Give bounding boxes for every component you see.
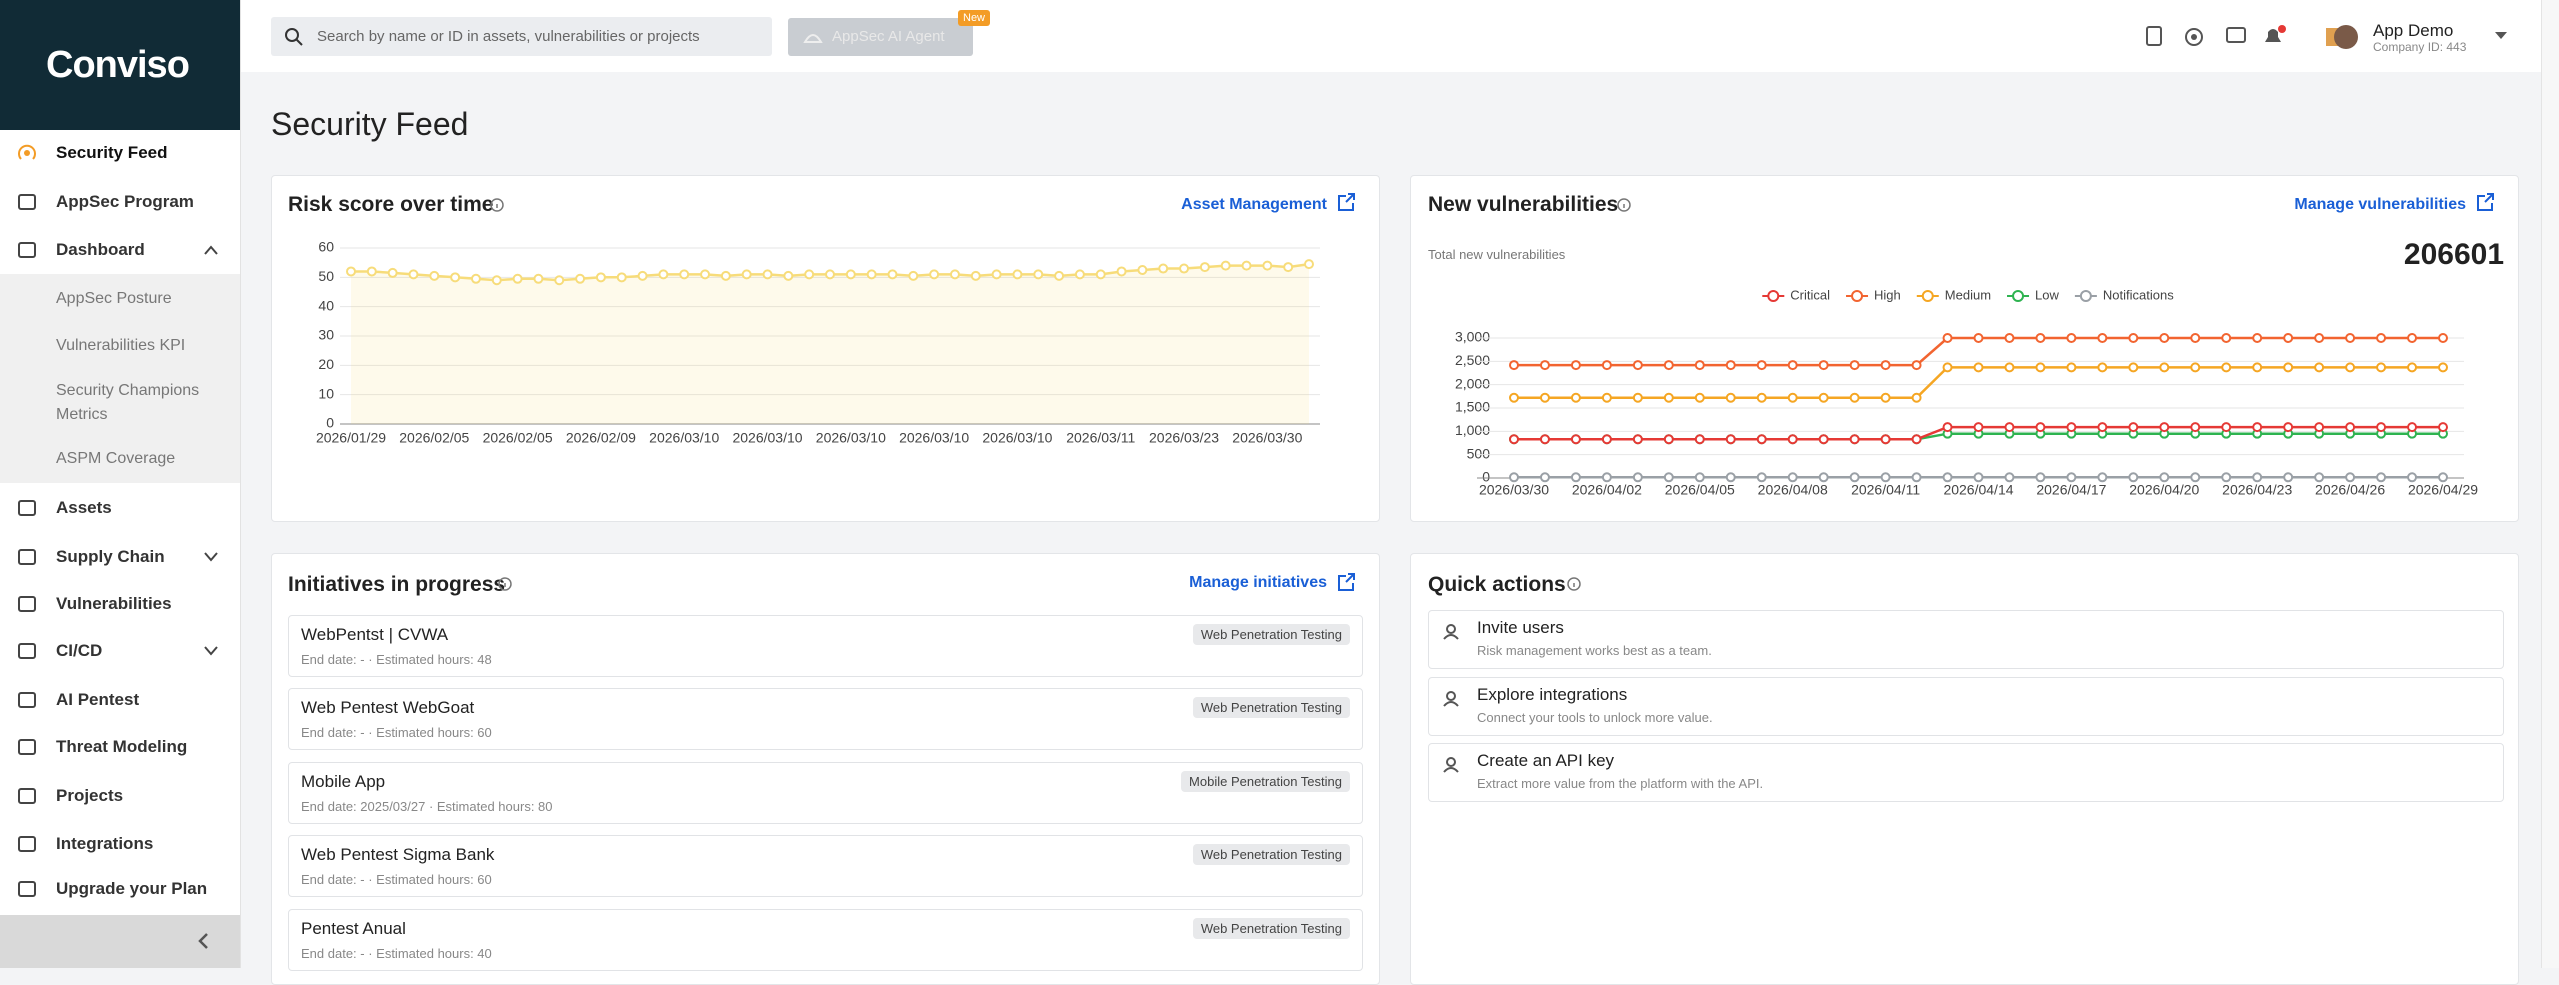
nav-subitem[interactable]: Vulnerabilities KPI <box>56 337 186 354</box>
initiative-name: Mobile App <box>301 771 386 791</box>
nav-subitem[interactable]: AppSec Posture <box>56 290 172 307</box>
nav-chevron[interactable] <box>203 244 219 256</box>
action-desc: Connect your tools to unlock more value. <box>1477 709 1713 725</box>
nav-icon <box>18 596 36 612</box>
search-placeholder: Search by name or ID in assets, vulnerab… <box>317 28 700 45</box>
user-caret[interactable] <box>2494 31 2508 41</box>
initiative-name: Web Pentest WebGoat <box>301 698 475 718</box>
card-link[interactable]: Asset Management <box>1181 196 1327 213</box>
initiative-name: Pentest Anual <box>301 918 406 938</box>
nav-icon <box>18 788 36 804</box>
logo-area: Conviso <box>0 0 240 130</box>
nav-subitem[interactable]: ASPM Coverage <box>56 450 176 467</box>
action-desc: Extract more value from the platform wit… <box>1477 776 1764 791</box>
card-title: Initiatives in progress <box>288 573 506 596</box>
nav-icon <box>18 242 36 258</box>
nav-icon <box>18 643 36 659</box>
nav-item[interactable]: CI/CD <box>56 641 103 660</box>
initiatives-card: Initiatives in progress Manage initiativ… <box>271 553 1380 985</box>
action-title: Invite users <box>1477 618 1564 637</box>
nav-item[interactable]: Assets <box>56 498 112 517</box>
page-title: Security Feed <box>271 106 469 142</box>
nav-icon <box>18 836 36 852</box>
action-row[interactable]: Create an API key Extract more value from… <box>1428 743 2504 802</box>
submenu-bg <box>0 274 240 483</box>
company-id: Company ID: 443 <box>2373 40 2467 54</box>
nav-item[interactable]: Projects <box>56 786 124 805</box>
nav-item[interactable]: AI Pentest <box>56 690 140 709</box>
initiative-row[interactable]: Web Pentest WebGoat End date: - · Estimat… <box>288 688 1363 751</box>
initiative-row[interactable]: WebPentst | CVWA End date: - · Estimated … <box>288 615 1363 677</box>
nav-icon <box>18 144 36 160</box>
action-title: Explore integrations <box>1477 684 1628 704</box>
card-title: Risk score over time <box>288 193 494 216</box>
nav-icon <box>18 881 36 897</box>
nav-subitem[interactable]: Security Champions Metrics <box>56 382 200 423</box>
action-row[interactable]: Invite users Risk management works best a… <box>1428 610 2504 669</box>
total-label: Total new vulnerabilities <box>1428 247 1566 262</box>
sidebar: Conviso Security Feed AppSec Program Dashb… <box>0 0 241 968</box>
initiative-name: Web Pentest Sigma Bank <box>301 845 495 865</box>
nav-item[interactable]: Vulnerabilities <box>56 594 172 613</box>
initiative-row[interactable]: Mobile App End date: 2025/03/27 · Estimat… <box>288 761 1363 824</box>
nav-chevron[interactable] <box>203 551 219 563</box>
search-box[interactable]: Search by name or ID in assets, vulnerab… <box>271 17 772 56</box>
initiative-row[interactable]: Web Pentest Sigma Bank End date: - · Esti… <box>288 835 1363 898</box>
user-name[interactable]: App Demo <box>2373 21 2454 40</box>
nav-item[interactable]: Supply Chain <box>56 547 165 566</box>
initiative-tag: Web Penetration Testing <box>1192 624 1350 645</box>
top-bar: Search by name or ID in assets, vulnerab… <box>241 0 2541 72</box>
nav-item[interactable]: Threat Modeling <box>56 737 188 756</box>
total-value: 206601 <box>2403 238 2504 271</box>
initiative-meta: End date: - · Estimated hours: 60 <box>301 872 492 888</box>
nav-chevron[interactable] <box>203 645 219 657</box>
ai-agent-button[interactable]: AppSec AI Agent <box>788 18 973 56</box>
initiative-meta: End date: - · Estimated hours: 40 <box>301 945 492 961</box>
initiative-tag: Web Penetration Testing <box>1192 917 1350 939</box>
initiative-tag: Mobile Penetration Testing <box>1181 770 1350 792</box>
initiative-tag: Web Penetration Testing <box>1192 844 1350 866</box>
quick-actions-card: Quick actions Invite users Risk managemen… <box>1410 553 2519 985</box>
card-link[interactable]: Manage initiatives <box>1189 574 1327 591</box>
scrollbar[interactable] <box>2541 0 2559 968</box>
ai-agent-label: AppSec AI Agent <box>832 28 945 45</box>
brand: Conviso <box>46 44 190 86</box>
action-row[interactable]: Explore integrations Connect your tools t… <box>1428 676 2504 736</box>
initiative-meta: End date: - · Estimated hours: 48 <box>301 652 492 667</box>
nav-icon <box>18 194 36 210</box>
ai-icon <box>803 34 823 43</box>
nav-item[interactable]: AppSec Program <box>56 192 194 211</box>
initiative-tag: Web Penetration Testing <box>1192 697 1350 719</box>
initiative-row[interactable]: Pentest Anual End date: - · Estimated hou… <box>288 908 1363 971</box>
risk-card: Risk score over time Asset Management <box>271 175 1380 522</box>
avatar <box>2326 25 2358 49</box>
action-title: Create an API key <box>1477 751 1615 770</box>
nav-item[interactable]: Dashboard <box>56 240 145 259</box>
search-icon <box>285 28 303 46</box>
collapse-icon <box>198 933 208 949</box>
action-icon <box>1443 690 1459 707</box>
action-icon <box>1443 757 1459 773</box>
nav-icon <box>18 692 36 708</box>
card-title: New vulnerabilities <box>1428 193 1619 216</box>
initiative-meta: End date: - · Estimated hours: 60 <box>301 725 492 741</box>
vuln-card: New vulnerabilities Manage vulnerabiliti… <box>1410 175 2519 522</box>
nav-icon <box>18 500 36 516</box>
nav-item[interactable]: Security Feed <box>56 143 168 162</box>
nav-item[interactable]: Integrations <box>56 834 154 853</box>
new-badge: New <box>958 10 991 26</box>
nav-icon <box>18 549 36 565</box>
nav-icon <box>18 739 36 755</box>
nav-item[interactable]: Upgrade your Plan <box>56 879 208 898</box>
card-title: Quick actions <box>1428 573 1566 596</box>
card-link[interactable]: Manage vulnerabilities <box>2294 196 2466 213</box>
action-icon <box>1443 624 1459 640</box>
action-desc: Risk management works best as a team. <box>1477 643 1712 658</box>
header-icons <box>2146 25 2286 46</box>
initiative-meta: End date: 2025/03/27 · Estimated hours: … <box>301 798 553 814</box>
initiative-name: WebPentst | CVWA <box>301 625 449 644</box>
collapse-bar[interactable] <box>0 915 240 968</box>
